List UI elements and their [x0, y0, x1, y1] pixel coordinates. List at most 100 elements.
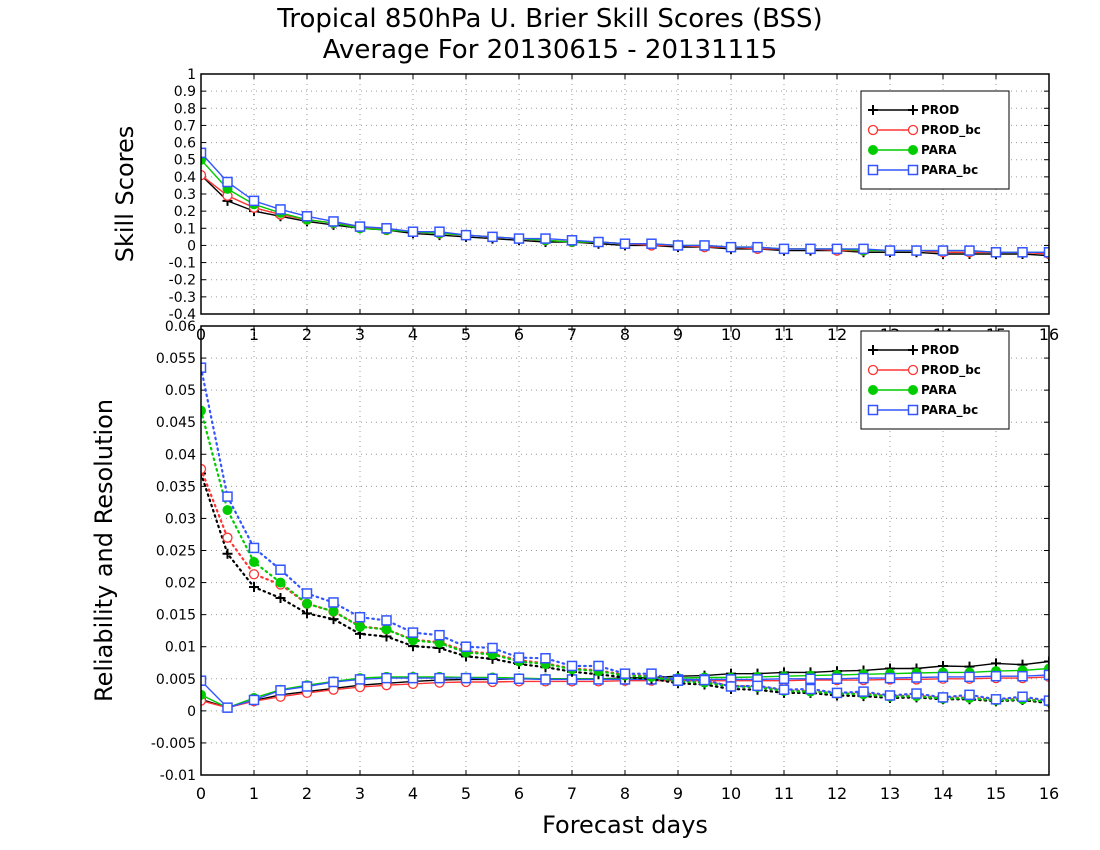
- data-point: [301, 588, 313, 599]
- data-point: [867, 124, 879, 136]
- data-point: [907, 124, 919, 136]
- x-tick-label: 4: [408, 784, 418, 803]
- x-tick-label: 4: [408, 325, 418, 344]
- legend: PROD PROD_bc PARA PARA_bc: [860, 330, 1010, 430]
- data-point: [328, 606, 339, 617]
- data-point: [460, 641, 472, 652]
- data-point: [911, 245, 922, 256]
- data-point: [725, 681, 737, 692]
- y-tick-label: 0.01: [165, 640, 196, 656]
- x-axis-label: Forecast days: [542, 811, 708, 839]
- y-tick-label: 0.6: [174, 136, 196, 152]
- legend-box: [860, 90, 1010, 190]
- data-point: [1043, 247, 1049, 258]
- data-point: [354, 221, 366, 232]
- plot-frame: [200, 73, 1050, 315]
- legend-label: PARA_bc: [921, 163, 978, 178]
- data-point: [907, 364, 919, 376]
- data-point: [301, 211, 313, 222]
- legend-entry-PROD: PROD: [868, 103, 959, 117]
- data-point: [275, 592, 286, 603]
- data-point: [487, 673, 498, 685]
- x-tick-label: 11: [774, 325, 794, 344]
- series-PARA_bc-reliability: [201, 362, 1049, 706]
- data-point: [460, 672, 472, 684]
- y-tick-label: 0.025: [156, 544, 196, 560]
- legend-label: PARA: [921, 143, 957, 157]
- series-PARA_bc: [201, 147, 1049, 258]
- data-point: [884, 690, 896, 701]
- data-point: [884, 245, 896, 256]
- data-point: [434, 629, 445, 641]
- data-point: [540, 653, 551, 664]
- data-point: [867, 164, 879, 176]
- y-tick-label: 0.055: [156, 351, 196, 367]
- x-tick-label: 13: [880, 784, 900, 803]
- legend-label: PROD: [921, 343, 959, 357]
- data-point: [867, 364, 879, 376]
- data-point: [248, 694, 260, 706]
- data-point: [248, 195, 260, 207]
- data-point: [868, 385, 878, 395]
- data-point: [778, 243, 790, 255]
- data-point: [222, 702, 233, 713]
- x-tick-label: 16: [1039, 784, 1059, 803]
- data-point: [434, 672, 445, 684]
- legend-entry-PROD: PROD: [868, 343, 959, 357]
- data-point: [222, 491, 233, 502]
- data-point: [513, 652, 525, 663]
- data-point: [805, 673, 816, 685]
- y-tick-label: 0.04: [165, 447, 196, 463]
- y-tick-label: 0.9: [174, 84, 196, 100]
- y-tick-label: 0.035: [156, 479, 196, 495]
- data-point: [619, 238, 631, 249]
- data-point: [201, 689, 206, 700]
- y-axis-label: Skill Scores: [111, 126, 139, 263]
- y-tick-label: 0.8: [174, 101, 196, 117]
- legend-entry-PROD_bc: PROD_bc: [867, 123, 981, 138]
- series-line: [201, 366, 1049, 702]
- reliability-resolution-panel: -0.01 -0.005 0 0.005 0.01 0.015 0.02 0.025 0.03 0…: [90, 319, 1059, 803]
- x-tick-label: 10: [721, 325, 741, 344]
- data-point: [805, 243, 816, 255]
- x-tick-label: 15: [986, 784, 1006, 803]
- data-point: [566, 235, 578, 246]
- data-point: [328, 597, 339, 608]
- y-tick-label: 1: [187, 67, 196, 83]
- chart-title-line-1: Tropical 850hPa U. Brier Skill Scores (B…: [277, 4, 823, 34]
- y-tick-label: 0.045: [156, 415, 196, 431]
- data-point: [249, 582, 259, 593]
- legend-entry-PARA: PARA: [868, 143, 957, 157]
- data-point: [593, 660, 604, 672]
- data-point: [201, 405, 206, 416]
- y-tick-label: 0.5: [174, 153, 196, 169]
- data-point: [407, 672, 419, 684]
- data-point: [868, 345, 878, 355]
- data-point: [302, 608, 312, 619]
- x-tick-label: 8: [620, 325, 630, 344]
- data-point: [222, 176, 233, 188]
- data-point: [487, 231, 498, 243]
- data-point: [867, 404, 879, 416]
- x-tick-label: 3: [355, 325, 365, 344]
- data-point: [407, 627, 419, 638]
- data-point: [778, 673, 790, 685]
- data-point: [354, 674, 366, 685]
- data-point: [381, 615, 392, 626]
- data-point: [275, 685, 286, 696]
- x-tick-label: 12: [827, 784, 847, 803]
- legend-entry-PROD_bc: PROD_bc: [867, 363, 981, 378]
- data-point: [1043, 695, 1049, 706]
- y-tick-label: -0.2: [169, 273, 196, 289]
- legend-label: PROD_bc: [921, 123, 981, 138]
- data-point: [937, 671, 949, 683]
- data-point: [1044, 656, 1049, 667]
- data-point: [831, 687, 843, 699]
- data-point: [937, 245, 949, 256]
- y-tick-label: -0.01: [160, 768, 196, 784]
- y-tick-label: 0: [187, 704, 196, 720]
- data-point: [990, 670, 1002, 682]
- data-point: [858, 243, 869, 255]
- data-point: [908, 385, 918, 395]
- data-point: [805, 683, 816, 695]
